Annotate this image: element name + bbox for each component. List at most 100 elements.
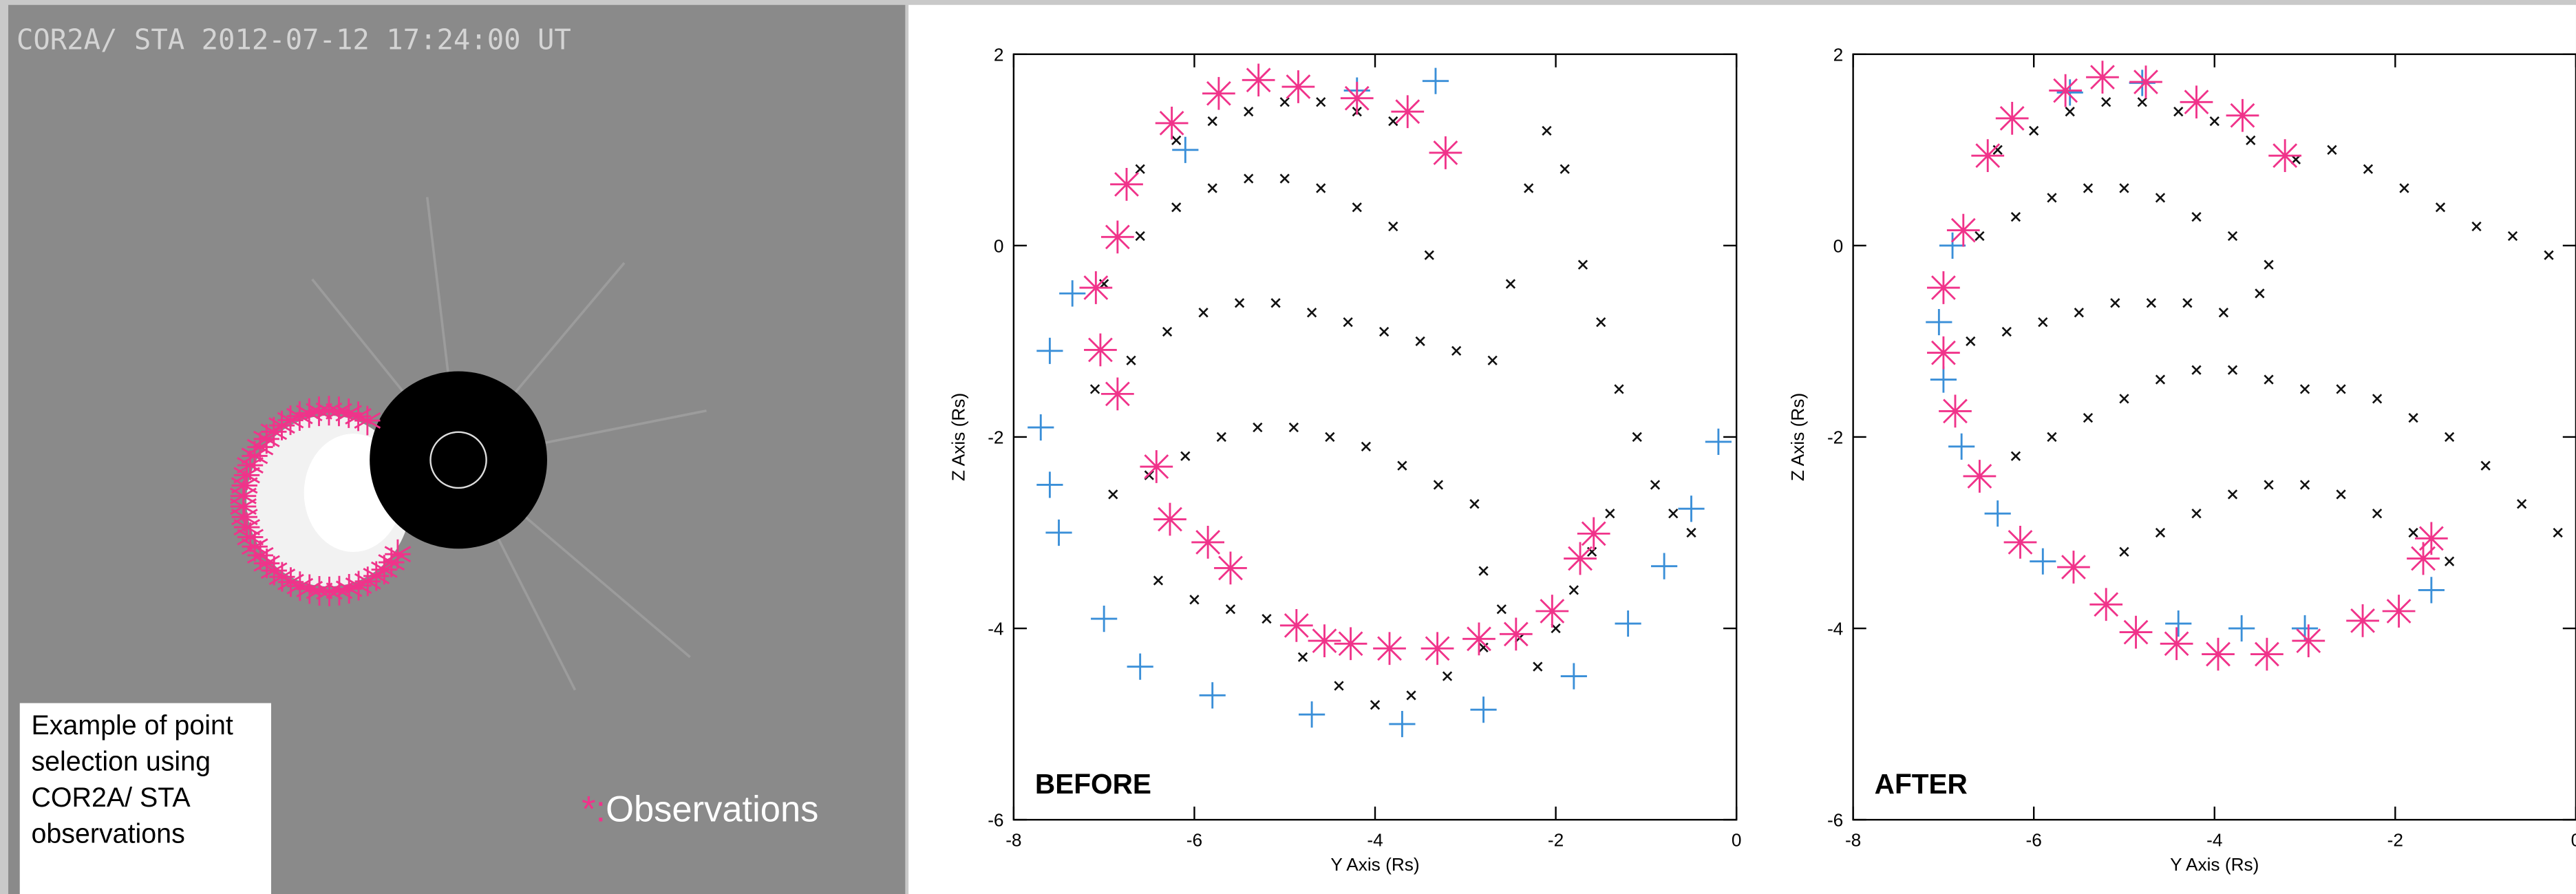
point [1100, 377, 1134, 411]
point [1135, 164, 1145, 174]
image-marker [286, 401, 313, 432]
point [2056, 79, 2083, 106]
point [1668, 509, 1679, 519]
point [2218, 308, 2229, 318]
point [1974, 231, 1985, 242]
point [2191, 509, 2202, 519]
point [1948, 433, 1975, 460]
point [1084, 333, 1117, 367]
x-tick-label: -6 [2026, 829, 2042, 850]
image-marker [384, 539, 412, 569]
point [1216, 432, 1226, 443]
point [2155, 193, 2166, 203]
image-marker [295, 398, 323, 428]
point [2119, 394, 2129, 404]
solar-disk [429, 431, 487, 489]
point [1091, 606, 1118, 632]
annotation: BEFORE [1035, 768, 1151, 800]
point [1306, 308, 1317, 318]
image-marker [233, 460, 260, 490]
point [1678, 496, 1705, 522]
image-marker [260, 555, 288, 586]
y-axis-label: Z Axis (Rs) [1787, 393, 1808, 481]
point [1225, 604, 1236, 615]
point [1325, 432, 1335, 443]
point [1191, 526, 1225, 559]
point [2246, 135, 2256, 146]
point [2003, 526, 2037, 559]
point [2089, 588, 2123, 621]
point [1429, 136, 1462, 169]
point [1198, 308, 1209, 318]
point [1632, 432, 1642, 443]
point [2435, 202, 2446, 213]
point [1560, 164, 1570, 174]
y-tick-label: 2 [1833, 44, 1844, 65]
x-tick-label: 0 [1732, 829, 1742, 850]
image-marker [277, 567, 304, 597]
point [2083, 412, 2094, 423]
point [1340, 81, 1374, 115]
image-marker [345, 401, 372, 432]
point [1939, 394, 1972, 428]
image-marker [253, 424, 280, 454]
point [2202, 637, 2235, 671]
point [1045, 519, 1072, 546]
point [1564, 542, 1597, 575]
image-marker [296, 574, 323, 604]
point [2057, 551, 2090, 584]
point [1279, 608, 1313, 642]
point [1202, 76, 1235, 110]
point [1334, 681, 1344, 691]
y-axis-label: Z Axis (Rs) [948, 393, 968, 481]
point [2083, 183, 2094, 193]
image-marker [233, 512, 261, 542]
point [1153, 575, 1164, 586]
legend-label: Observations [606, 789, 818, 829]
point [1242, 63, 1275, 97]
point [1199, 682, 1226, 709]
point [2146, 298, 2156, 308]
point [2516, 499, 2527, 509]
point [1214, 551, 1247, 585]
point [2299, 384, 2310, 394]
point [1126, 355, 1136, 365]
point [1153, 502, 1186, 536]
point [1478, 642, 1489, 652]
point [2418, 577, 2445, 604]
point [1442, 671, 1453, 681]
point [1391, 95, 1425, 129]
point [2119, 546, 2129, 557]
image-marker [253, 549, 280, 579]
point [2030, 548, 2056, 575]
point [1651, 553, 1678, 579]
point [1089, 384, 1100, 394]
x-tick-label: -6 [1186, 829, 1202, 850]
point [1469, 499, 1480, 509]
point [2047, 432, 2057, 443]
point [1478, 566, 1489, 576]
point [2086, 61, 2119, 94]
point [1234, 298, 1245, 308]
point [2264, 374, 2274, 385]
image-marker [268, 410, 295, 440]
point [1079, 271, 1113, 304]
caption-box [19, 703, 271, 894]
point [1927, 336, 1960, 370]
image-title: COR2A/ STA 2012-07-12 17:24:00 UT [17, 23, 571, 56]
point [2049, 74, 2083, 107]
point [1615, 610, 1641, 637]
point [2264, 259, 2274, 270]
y-tick-label: -2 [1827, 427, 1843, 447]
image-marker [230, 491, 257, 522]
point [1108, 489, 1118, 500]
point [2336, 489, 2346, 500]
point [2408, 412, 2418, 423]
point [1605, 509, 1615, 519]
image-marker [237, 522, 264, 552]
point [1939, 232, 1966, 259]
